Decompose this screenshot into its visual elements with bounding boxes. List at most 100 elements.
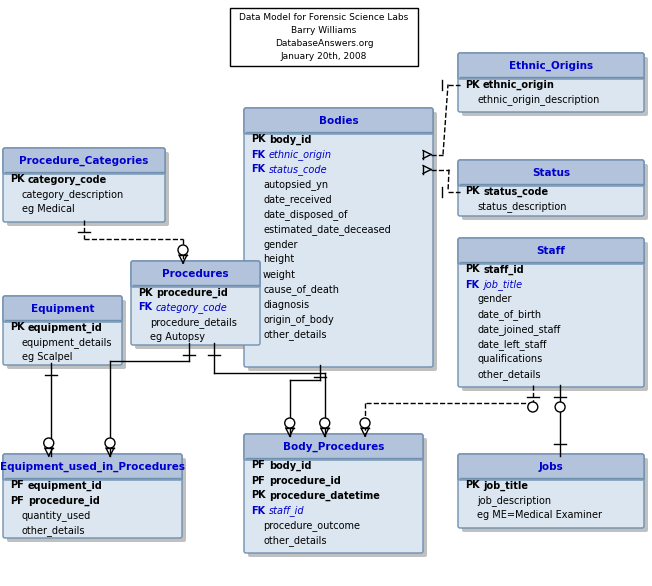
Text: PF: PF	[251, 461, 265, 471]
Text: date_of_birth: date_of_birth	[477, 309, 541, 320]
Text: PK: PK	[465, 481, 480, 490]
Text: gender: gender	[477, 295, 512, 305]
FancyBboxPatch shape	[458, 454, 644, 528]
Text: Jobs: Jobs	[539, 462, 563, 472]
FancyBboxPatch shape	[458, 238, 644, 387]
FancyBboxPatch shape	[458, 53, 644, 79]
Text: category_description: category_description	[22, 189, 125, 200]
Text: job_description: job_description	[477, 495, 551, 506]
FancyBboxPatch shape	[462, 458, 648, 532]
Text: FK: FK	[251, 506, 265, 516]
Circle shape	[105, 438, 115, 448]
Text: eg Autopsy: eg Autopsy	[150, 332, 205, 342]
FancyBboxPatch shape	[230, 8, 418, 66]
Text: FK: FK	[251, 165, 265, 175]
Text: job_title: job_title	[483, 481, 528, 490]
Text: PF: PF	[10, 481, 23, 490]
Circle shape	[360, 418, 370, 428]
FancyBboxPatch shape	[3, 454, 182, 538]
FancyBboxPatch shape	[458, 160, 644, 186]
Text: body_id: body_id	[269, 134, 312, 145]
Circle shape	[528, 402, 538, 412]
Text: body_id: body_id	[269, 461, 312, 471]
Text: Procedure_Categories: Procedure_Categories	[20, 156, 149, 166]
FancyBboxPatch shape	[458, 160, 644, 216]
Circle shape	[285, 418, 295, 428]
FancyBboxPatch shape	[7, 300, 126, 369]
FancyBboxPatch shape	[244, 108, 433, 134]
Text: PK: PK	[465, 264, 480, 274]
Text: PK: PK	[465, 80, 480, 90]
FancyBboxPatch shape	[244, 434, 423, 553]
Text: procedure_details: procedure_details	[150, 317, 237, 328]
Text: ethnic_origin_description: ethnic_origin_description	[477, 94, 599, 105]
Text: autopsied_yn: autopsied_yn	[263, 179, 328, 190]
Text: staff_id: staff_id	[269, 505, 304, 516]
FancyBboxPatch shape	[3, 296, 122, 365]
FancyBboxPatch shape	[244, 434, 423, 460]
Text: ethnic_origin: ethnic_origin	[269, 149, 332, 160]
Text: other_details: other_details	[22, 525, 85, 536]
FancyBboxPatch shape	[3, 454, 182, 480]
FancyBboxPatch shape	[458, 53, 644, 112]
Circle shape	[319, 418, 330, 428]
FancyBboxPatch shape	[248, 438, 427, 557]
Text: PK: PK	[251, 135, 265, 145]
FancyBboxPatch shape	[248, 112, 437, 371]
Text: FK: FK	[138, 302, 152, 312]
Text: eg ME=Medical Examiner: eg ME=Medical Examiner	[477, 510, 602, 520]
Text: category_code: category_code	[156, 302, 228, 313]
Text: diagnosis: diagnosis	[263, 299, 309, 309]
Text: weight: weight	[263, 270, 296, 280]
Text: procedure_id: procedure_id	[28, 495, 100, 506]
Text: other_details: other_details	[263, 535, 327, 546]
FancyBboxPatch shape	[131, 261, 260, 345]
Circle shape	[555, 402, 565, 412]
Text: procedure_datetime: procedure_datetime	[269, 490, 380, 500]
Text: status_description: status_description	[477, 201, 567, 212]
Text: PK: PK	[10, 175, 25, 185]
Text: Bodies: Bodies	[319, 116, 359, 126]
FancyBboxPatch shape	[135, 265, 264, 349]
Text: equipment_id: equipment_id	[28, 322, 103, 333]
Text: status_code: status_code	[483, 186, 548, 197]
Text: Status: Status	[532, 168, 570, 178]
Circle shape	[44, 438, 53, 448]
FancyBboxPatch shape	[462, 57, 648, 116]
FancyBboxPatch shape	[458, 238, 644, 264]
Circle shape	[178, 245, 188, 255]
FancyBboxPatch shape	[462, 242, 648, 391]
Text: Data Model for Forensic Science Labs
Barry Williams
DatabaseAnswers.org
January : Data Model for Forensic Science Labs Bar…	[239, 13, 409, 62]
Text: category_code: category_code	[28, 175, 107, 185]
FancyBboxPatch shape	[3, 148, 165, 174]
Text: PF: PF	[251, 475, 265, 485]
Text: PK: PK	[10, 322, 25, 332]
Text: date_joined_staff: date_joined_staff	[477, 324, 560, 335]
Text: Procedures: Procedures	[162, 269, 229, 279]
Text: other_details: other_details	[477, 369, 541, 380]
Text: staff_id: staff_id	[483, 264, 524, 275]
Text: date_disposed_of: date_disposed_of	[263, 209, 348, 220]
Text: procedure_outcome: procedure_outcome	[263, 520, 360, 531]
Text: procedure_id: procedure_id	[269, 475, 341, 486]
Text: origin_of_body: origin_of_body	[263, 314, 334, 325]
Text: PF: PF	[10, 496, 23, 506]
Text: date_left_staff: date_left_staff	[477, 339, 546, 350]
Text: Equipment: Equipment	[31, 304, 95, 314]
Text: height: height	[263, 254, 294, 264]
Text: procedure_id: procedure_id	[156, 287, 228, 298]
Text: qualifications: qualifications	[477, 355, 542, 364]
Text: PK: PK	[251, 490, 265, 500]
Text: FK: FK	[251, 149, 265, 159]
Text: equipment_id: equipment_id	[28, 481, 103, 490]
Text: status_code: status_code	[269, 164, 327, 175]
Text: Equipment_used_in_Procedures: Equipment_used_in_Procedures	[0, 462, 185, 472]
FancyBboxPatch shape	[131, 261, 260, 287]
FancyBboxPatch shape	[3, 296, 122, 322]
Text: PK: PK	[138, 288, 153, 298]
Text: other_details: other_details	[263, 329, 327, 340]
Text: job_title: job_title	[483, 279, 522, 290]
Text: Ethnic_Origins: Ethnic_Origins	[509, 61, 593, 71]
FancyBboxPatch shape	[7, 458, 186, 542]
Text: gender: gender	[263, 240, 297, 250]
